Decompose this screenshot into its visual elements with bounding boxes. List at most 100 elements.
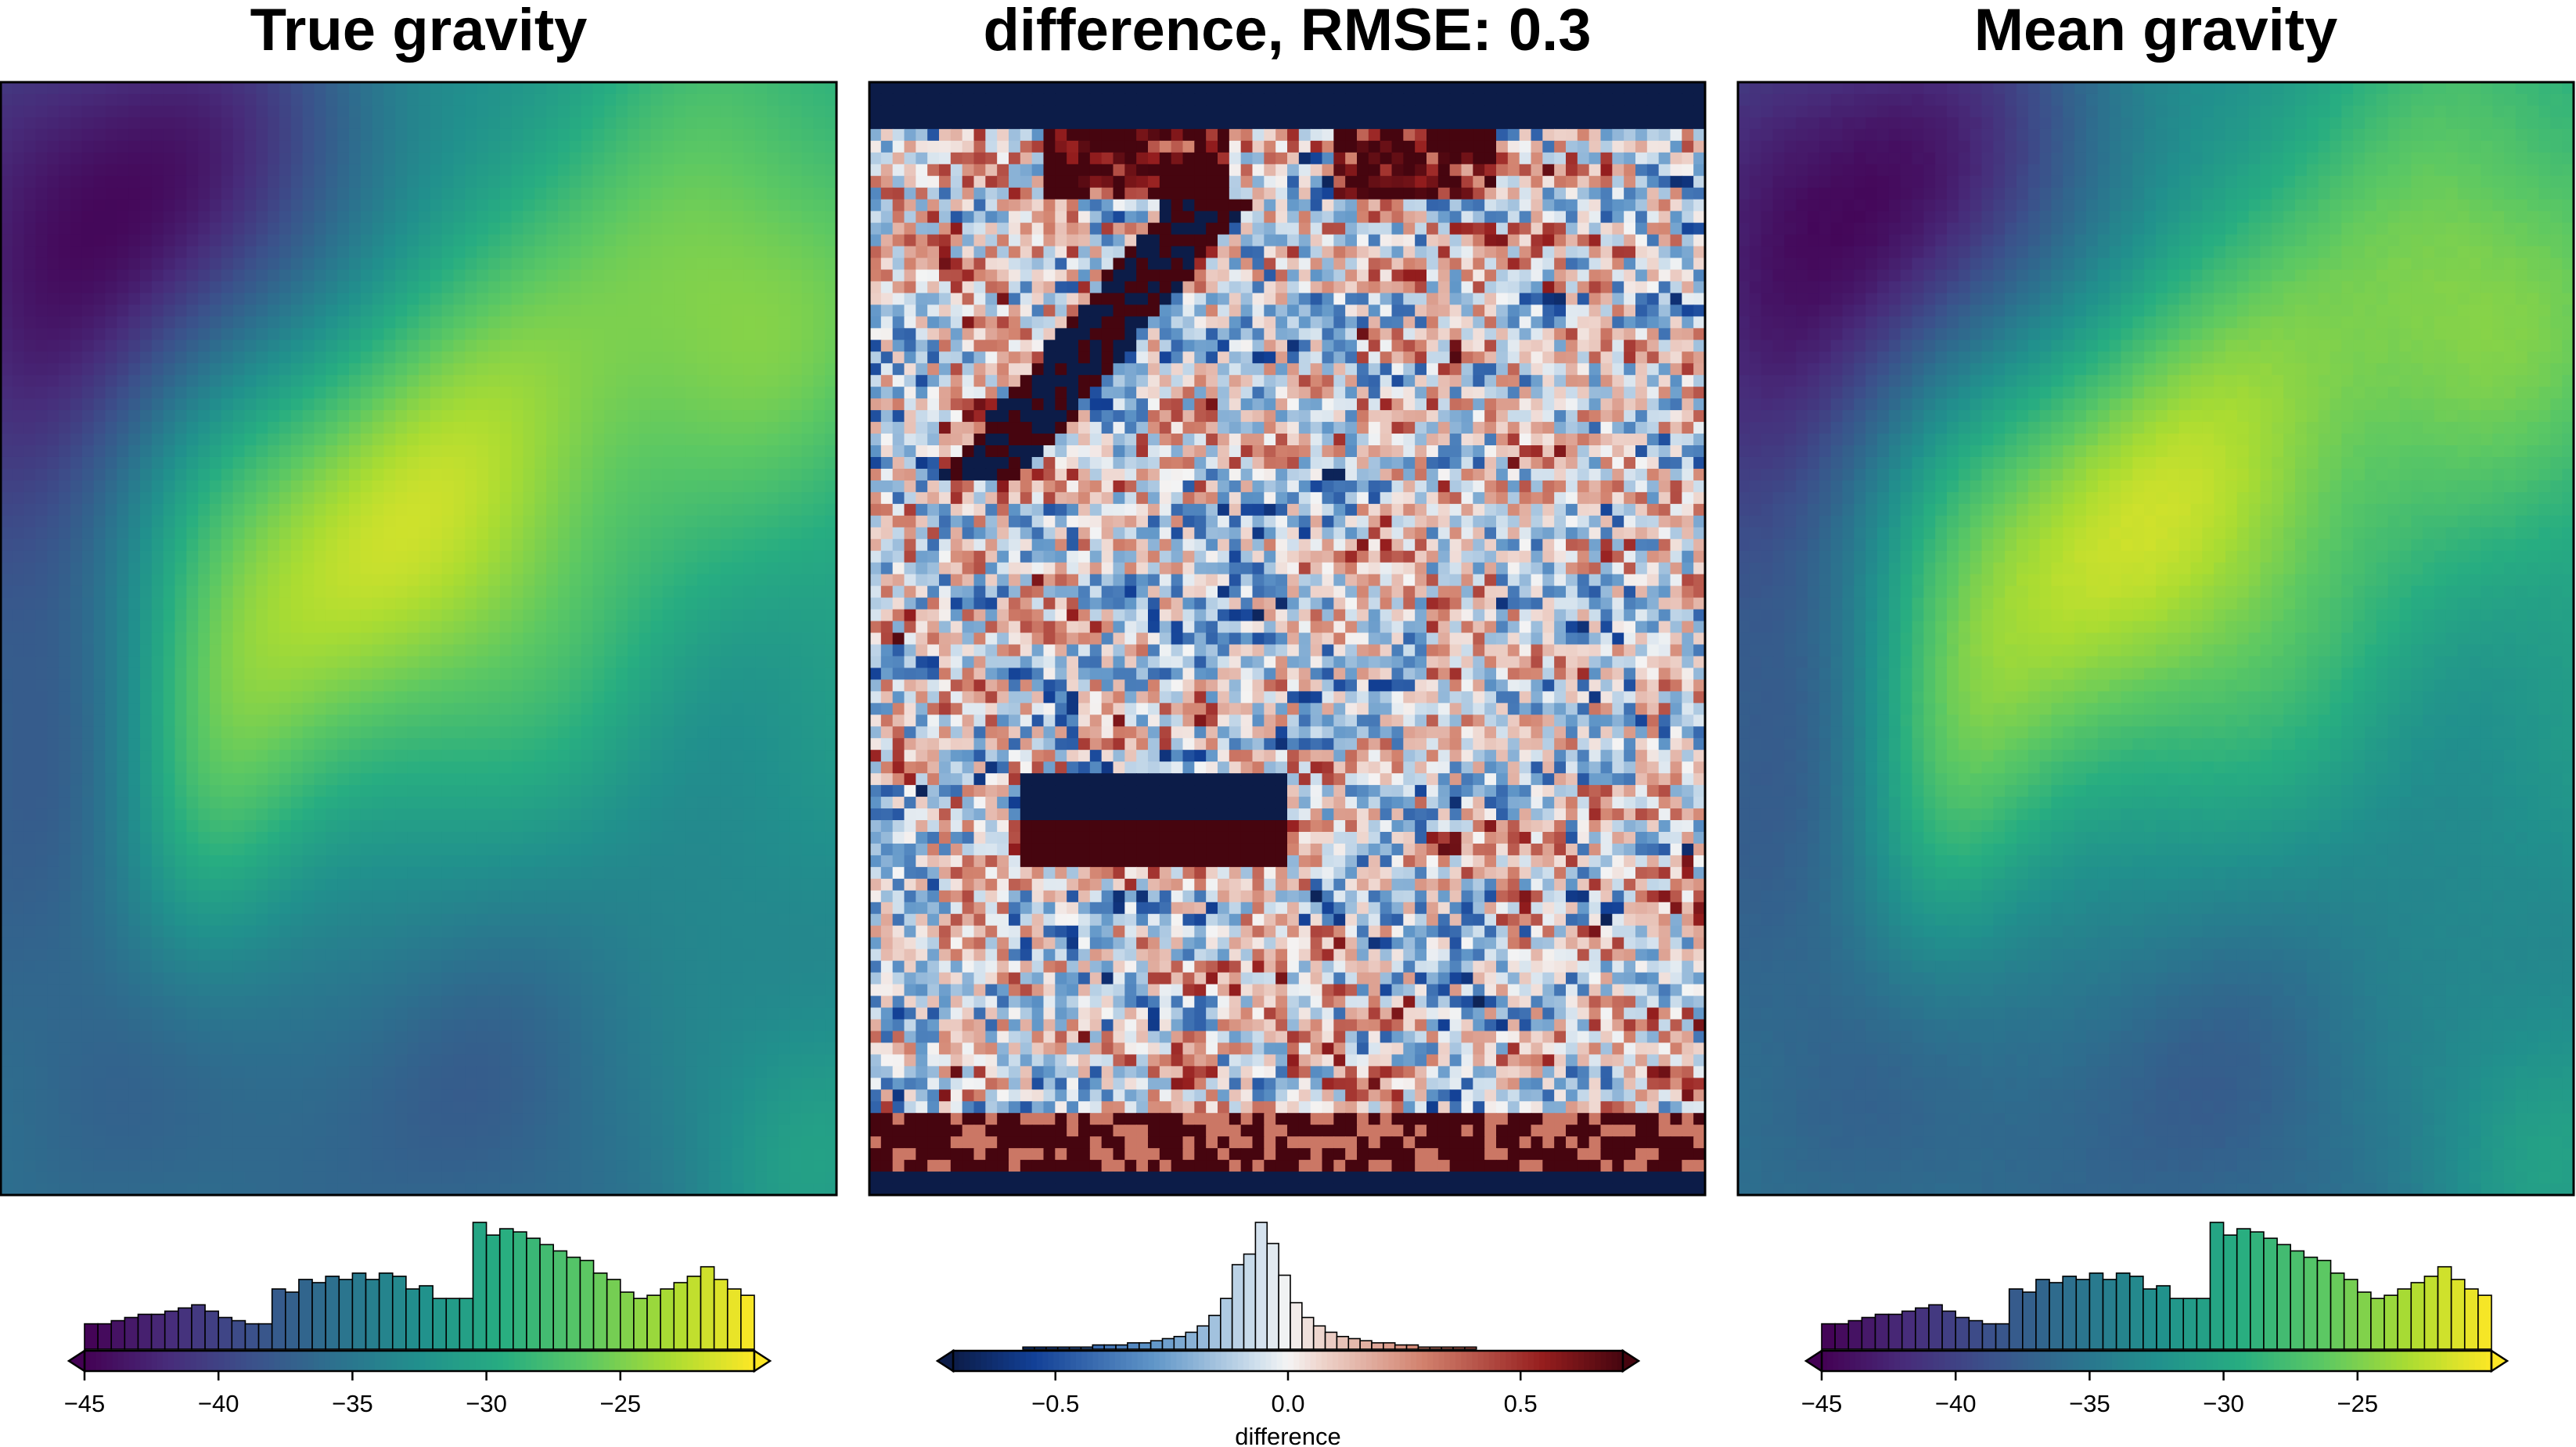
map-cell bbox=[604, 94, 617, 106]
map-cell bbox=[813, 879, 826, 891]
map-cell bbox=[593, 223, 606, 236]
map-cell bbox=[82, 398, 95, 411]
map-cell bbox=[152, 269, 164, 282]
map-cell bbox=[315, 258, 327, 271]
map-cell bbox=[186, 164, 199, 177]
map-cell bbox=[94, 668, 106, 680]
map-cell bbox=[570, 610, 582, 622]
map-cell bbox=[802, 434, 815, 446]
map-cell bbox=[128, 844, 141, 856]
map-cell bbox=[419, 738, 431, 750]
map-cell bbox=[24, 527, 37, 540]
map-cell bbox=[523, 610, 536, 622]
map-cell bbox=[24, 621, 37, 634]
map-cell bbox=[616, 316, 628, 329]
map-cell bbox=[546, 691, 559, 704]
map-cell bbox=[697, 304, 710, 317]
map-cell bbox=[315, 808, 327, 821]
map-cell bbox=[430, 855, 443, 868]
map-cell bbox=[245, 563, 257, 575]
map-cell bbox=[477, 281, 489, 293]
map-cell bbox=[70, 445, 83, 458]
map-cell bbox=[140, 117, 153, 130]
map-cell bbox=[268, 82, 280, 95]
map-cell bbox=[117, 469, 129, 481]
map-cell bbox=[534, 398, 547, 411]
map-cell bbox=[117, 738, 129, 750]
map-cell bbox=[117, 281, 129, 293]
map-cell bbox=[616, 726, 628, 739]
map-cell bbox=[534, 328, 547, 340]
map-cell bbox=[743, 200, 756, 212]
map-cell bbox=[152, 797, 164, 809]
map-cell bbox=[175, 247, 188, 259]
map-cell bbox=[186, 761, 199, 774]
map-cell bbox=[106, 82, 118, 95]
map-cell bbox=[13, 855, 25, 868]
map-cell bbox=[256, 106, 268, 118]
map-cell bbox=[616, 223, 628, 236]
map-cell bbox=[685, 785, 698, 797]
map-cell bbox=[581, 141, 594, 153]
map-cell bbox=[477, 269, 489, 282]
map-cell bbox=[558, 691, 570, 704]
map-cell bbox=[186, 469, 199, 481]
map-cell bbox=[802, 679, 815, 692]
map-cell bbox=[663, 797, 675, 809]
map-cell bbox=[465, 223, 477, 236]
map-cell bbox=[303, 269, 315, 282]
map-cell bbox=[721, 598, 733, 610]
map-cell bbox=[697, 726, 710, 739]
map-cell bbox=[743, 328, 756, 340]
map-cell bbox=[47, 785, 59, 797]
map-cell bbox=[651, 106, 664, 118]
map-cell bbox=[697, 715, 710, 727]
map-cell bbox=[117, 176, 129, 189]
map-cell bbox=[128, 703, 141, 715]
map-cell bbox=[326, 516, 338, 528]
map-cell bbox=[546, 223, 559, 236]
map-cell bbox=[721, 855, 733, 868]
map-cell bbox=[454, 235, 466, 247]
map-cell bbox=[303, 621, 315, 634]
map-cell bbox=[186, 94, 199, 106]
map-cell bbox=[349, 340, 362, 352]
map-cell bbox=[384, 516, 397, 528]
map-cell bbox=[685, 656, 698, 668]
map-cell bbox=[767, 351, 779, 364]
map-cell bbox=[186, 328, 199, 340]
map-cell bbox=[755, 258, 768, 271]
map-cell bbox=[477, 363, 489, 376]
map-cell bbox=[534, 375, 547, 387]
map-cell bbox=[581, 656, 594, 668]
map-cell bbox=[465, 258, 477, 271]
map-cell bbox=[175, 715, 188, 727]
map-cell bbox=[512, 293, 524, 305]
map-cell bbox=[477, 703, 489, 715]
map-cell bbox=[512, 351, 524, 364]
map-cell bbox=[767, 855, 779, 868]
map-cell bbox=[721, 610, 733, 622]
map-cell bbox=[732, 223, 745, 236]
map-cell bbox=[128, 211, 141, 224]
map-cell bbox=[581, 644, 594, 657]
map-cell bbox=[488, 398, 501, 411]
map-cell bbox=[24, 94, 37, 106]
map-cell bbox=[186, 200, 199, 212]
map-cell bbox=[117, 516, 129, 528]
map-cell bbox=[384, 551, 397, 563]
map-cell bbox=[59, 235, 71, 247]
map-cell bbox=[24, 340, 37, 352]
map-cell bbox=[593, 176, 606, 189]
map-cell bbox=[442, 797, 455, 809]
map-cell bbox=[477, 563, 489, 575]
map-cell bbox=[790, 188, 803, 200]
map-cell bbox=[70, 153, 83, 165]
map-cell bbox=[13, 293, 25, 305]
map-cell bbox=[221, 785, 234, 797]
map-cell bbox=[767, 445, 779, 458]
map-cell bbox=[779, 855, 791, 868]
map-cell bbox=[442, 832, 455, 844]
map-cell bbox=[337, 258, 350, 271]
map-cell bbox=[117, 481, 129, 493]
